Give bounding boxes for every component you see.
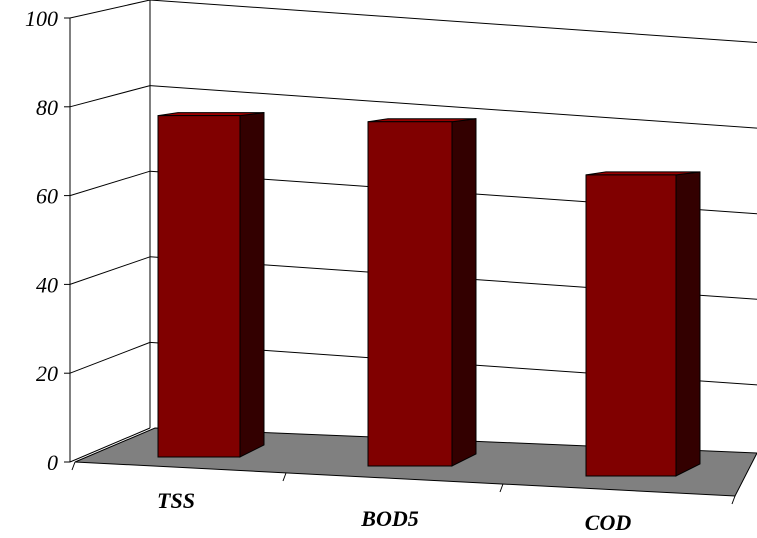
bars [157,112,701,477]
gridline-side [69,0,151,19]
bar-side [675,171,701,477]
x-tick-label: COD [585,510,632,533]
bar-front [367,121,453,467]
axes: 0 20 40 60 80 100 TSS BOD5 COD [25,6,736,535]
x-tick-label: TSS [157,488,195,513]
y-tick-label: 0 [47,450,58,475]
bar [367,118,477,467]
gridline-side [69,427,151,463]
y-tick-label: 60 [36,184,58,209]
gridline-side [69,85,151,108]
y-tick-label: 80 [36,95,58,120]
y-tick-label: 100 [25,6,58,31]
x-tick-mark [71,461,76,471]
x-tick-mark [282,472,287,482]
y-tick-label: 40 [36,272,58,297]
x-tick-mark [499,483,504,493]
bar-side [451,118,477,467]
y-tick-label: 20 [36,361,58,386]
bar [157,112,265,458]
bar-front [157,115,241,458]
gridline-side [69,256,151,285]
bar-side [239,112,265,458]
gridline-side [69,341,151,374]
gridline-back [149,85,757,129]
bar-front [585,174,677,477]
bar [585,171,701,477]
x-tick-label: BOD5 [360,506,418,531]
gridline-back [149,0,757,43]
gridline-side [69,170,151,197]
x-tick-mark [731,495,736,505]
